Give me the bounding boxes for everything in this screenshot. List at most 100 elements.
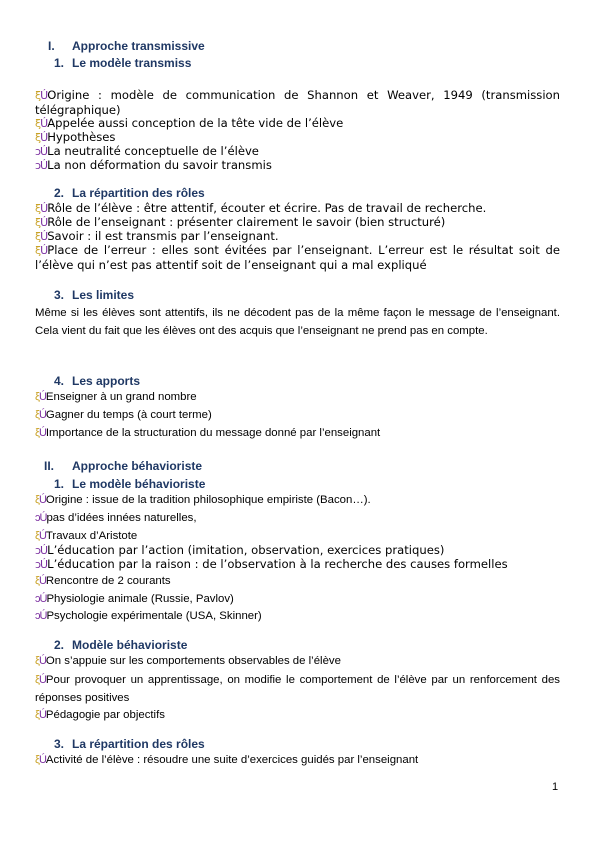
list-item: ɔÚLa neutralité conceptuelle de l’élève — [35, 144, 560, 159]
subsection-title: Le modèle transmiss — [72, 56, 192, 70]
subsection-heading: 3. La répartition des rôles — [54, 737, 205, 751]
bullet-marker: ξÚ — [35, 117, 48, 130]
subsection-title: Les limites — [72, 288, 135, 302]
list-item-text: Rôle de l’élève : être attentif, écouter… — [47, 201, 487, 215]
bullet-marker: ξÚ — [35, 202, 48, 215]
bullet-marker: ɔÚ — [35, 610, 47, 622]
list-item-text: Rôle de l’enseignant : présenter clairem… — [47, 215, 446, 229]
subsection-number: 1. — [54, 477, 65, 491]
list-item: ξÚPédagogie par objectifs — [35, 707, 560, 724]
page-number: 1 — [552, 781, 559, 793]
list-item-text: Enseigner à un grand nombre — [45, 391, 197, 403]
list-item-text: pas d’idées innées naturelles, — [46, 512, 197, 524]
bullet-marker: ξÚ — [35, 709, 47, 721]
list-item: ξÚOn s’appuie sur les comportements obse… — [35, 653, 560, 670]
section-title: Approche transmissive — [72, 39, 205, 53]
list-item-text: On s’appuie sur les comportements observ… — [45, 655, 341, 667]
list-item-text: L’éducation par la raison : de l’observa… — [47, 557, 508, 571]
list-item-text: Physiologie animale (Russie, Pavlov) — [46, 593, 234, 605]
bullet-marker: ξÚ — [35, 409, 47, 421]
bullet-marker: ɔÚ — [35, 593, 47, 605]
subsection-title: Modèle béhavioriste — [72, 638, 188, 652]
list-item: ɔÚLa non déformation du savoir transmis — [35, 158, 560, 173]
bullet-marker: ξÚ — [35, 494, 47, 506]
list-item: ξÚHypothèses — [35, 130, 560, 145]
list-item-text: La non déformation du savoir transmis — [47, 158, 272, 172]
list-item: ξÚEnseigner à un grand nombre — [35, 389, 560, 406]
list-item: ξÚOrigine : issue de la tradition philos… — [35, 492, 560, 509]
bullet-marker: ξÚ — [35, 674, 47, 686]
list-item-text: L’éducation par l’action (imitation, obs… — [47, 543, 445, 557]
subsection-title: La répartition des rôles — [72, 186, 205, 200]
list-item: ɔÚPhysiologie animale (Russie, Pavlov) — [35, 591, 560, 608]
bullet-marker: ɔÚ — [35, 159, 48, 172]
bullet-marker: ξÚ — [35, 131, 48, 144]
list-item-text: Travaux d’Aristote — [45, 530, 138, 542]
list-item: ξÚTravaux d’Aristote — [35, 528, 560, 545]
list-item: ξÚImportance de la structuration du mess… — [35, 425, 560, 442]
subsection-number: 2. — [54, 638, 65, 652]
list-item: ɔÚL’éducation par la raison : de l’obser… — [35, 557, 560, 572]
bullet-marker: ξÚ — [35, 230, 48, 243]
subsection-heading: 4. Les apports — [54, 374, 140, 388]
body-paragraph: Même si les élèves sont attentifs, ils n… — [35, 307, 560, 337]
list-item-text: La neutralité conceptuelle de l’élève — [47, 144, 259, 158]
subsection-heading: 1. Le modèle transmiss — [54, 56, 191, 70]
section-title: Approche béhavioriste — [72, 459, 203, 473]
list-item-text: Hypothèses — [47, 130, 116, 144]
subsection-number: 4. — [54, 374, 65, 388]
list-item: ɔÚL’éducation par l’action (imitation, o… — [35, 543, 560, 558]
bullet-marker: ξÚ — [35, 575, 47, 587]
section-heading: II. Approche béhavioriste — [44, 459, 202, 473]
list-item-text: Origine : modèle de communication de Sha… — [35, 88, 560, 117]
subsection-heading: 1. Le modèle béhavioriste — [54, 477, 205, 491]
list-item: ɔÚpas d’idées innées naturelles, — [35, 510, 560, 527]
subsection-heading: 2. Modèle béhavioriste — [54, 638, 187, 652]
section-number: II. — [44, 459, 55, 473]
list-item: ξÚRencontre de 2 courants — [35, 573, 560, 590]
list-item: ξÚSavoir : il est transmis par l’enseign… — [35, 229, 560, 244]
bullet-marker: ξÚ — [35, 216, 48, 229]
list-item-text: Pour provoquer un apprentissage, on modi… — [35, 674, 560, 704]
list-item-text: Gagner du temps (à court terme) — [45, 409, 212, 421]
subsection-title: Le modèle béhavioriste — [72, 477, 206, 491]
list-item: ξÚAppelée aussi conception de la tête vi… — [35, 116, 560, 131]
list-item: ɔÚPsychologie expérimentale (USA, Skinne… — [35, 608, 560, 625]
bullet-marker: ξÚ — [35, 391, 47, 403]
bullet-marker: ξÚ — [35, 244, 48, 257]
list-item: ξÚPour provoquer un apprentissage, on mo… — [35, 671, 560, 707]
subsection-number: 3. — [54, 288, 65, 302]
list-item-text: Appelée aussi conception de la tête vide… — [47, 116, 344, 130]
bullet-marker: ξÚ — [35, 655, 47, 667]
list-item-text: Rencontre de 2 courants — [45, 575, 171, 587]
subsection-title: La répartition des rôles — [72, 737, 205, 751]
list-item-text: Place de l’erreur : elles sont évitées p… — [35, 243, 560, 272]
list-item-text: Activité de l’élève : résoudre une suite… — [45, 754, 419, 766]
section-heading: I. Approche transmissive — [48, 39, 205, 53]
bullet-marker: ɔÚ — [35, 558, 48, 571]
subsection-heading: 3. Les limites — [54, 288, 134, 302]
list-item: ξÚActivité de l’élève : résoudre une sui… — [35, 752, 560, 769]
bullet-marker: ξÚ — [35, 530, 47, 542]
section-number: I. — [48, 39, 55, 53]
bullet-marker: ξÚ — [35, 89, 48, 102]
list-item-text: Origine : issue de la tradition philosop… — [45, 494, 371, 506]
bullet-marker: ɔÚ — [35, 512, 47, 524]
list-item-text: Importance de la structuration du messag… — [45, 427, 381, 439]
subsection-heading: 2. La répartition des rôles — [54, 186, 205, 200]
bullet-marker: ɔÚ — [35, 145, 48, 158]
list-item: ξÚGagner du temps (à court terme) — [35, 407, 560, 424]
list-item: ξÚRôle de l’élève : être attentif, écout… — [35, 201, 560, 216]
list-item-text: Savoir : il est transmis par l’enseignan… — [47, 229, 279, 243]
bullet-marker: ɔÚ — [35, 544, 48, 557]
subsection-number: 2. — [54, 186, 65, 200]
bullet-marker: ξÚ — [35, 427, 47, 439]
subsection-number: 1. — [54, 56, 65, 70]
list-item: ξÚOrigine : modèle de communication de S… — [35, 88, 560, 117]
list-item-text: Pédagogie par objectifs — [45, 709, 165, 721]
subsection-number: 3. — [54, 737, 65, 751]
list-item: ξÚRôle de l’enseignant : présenter clair… — [35, 215, 560, 230]
subsection-title: Les apports — [72, 374, 141, 388]
list-item: ξÚPlace de l’erreur : elles sont évitées… — [35, 243, 560, 272]
